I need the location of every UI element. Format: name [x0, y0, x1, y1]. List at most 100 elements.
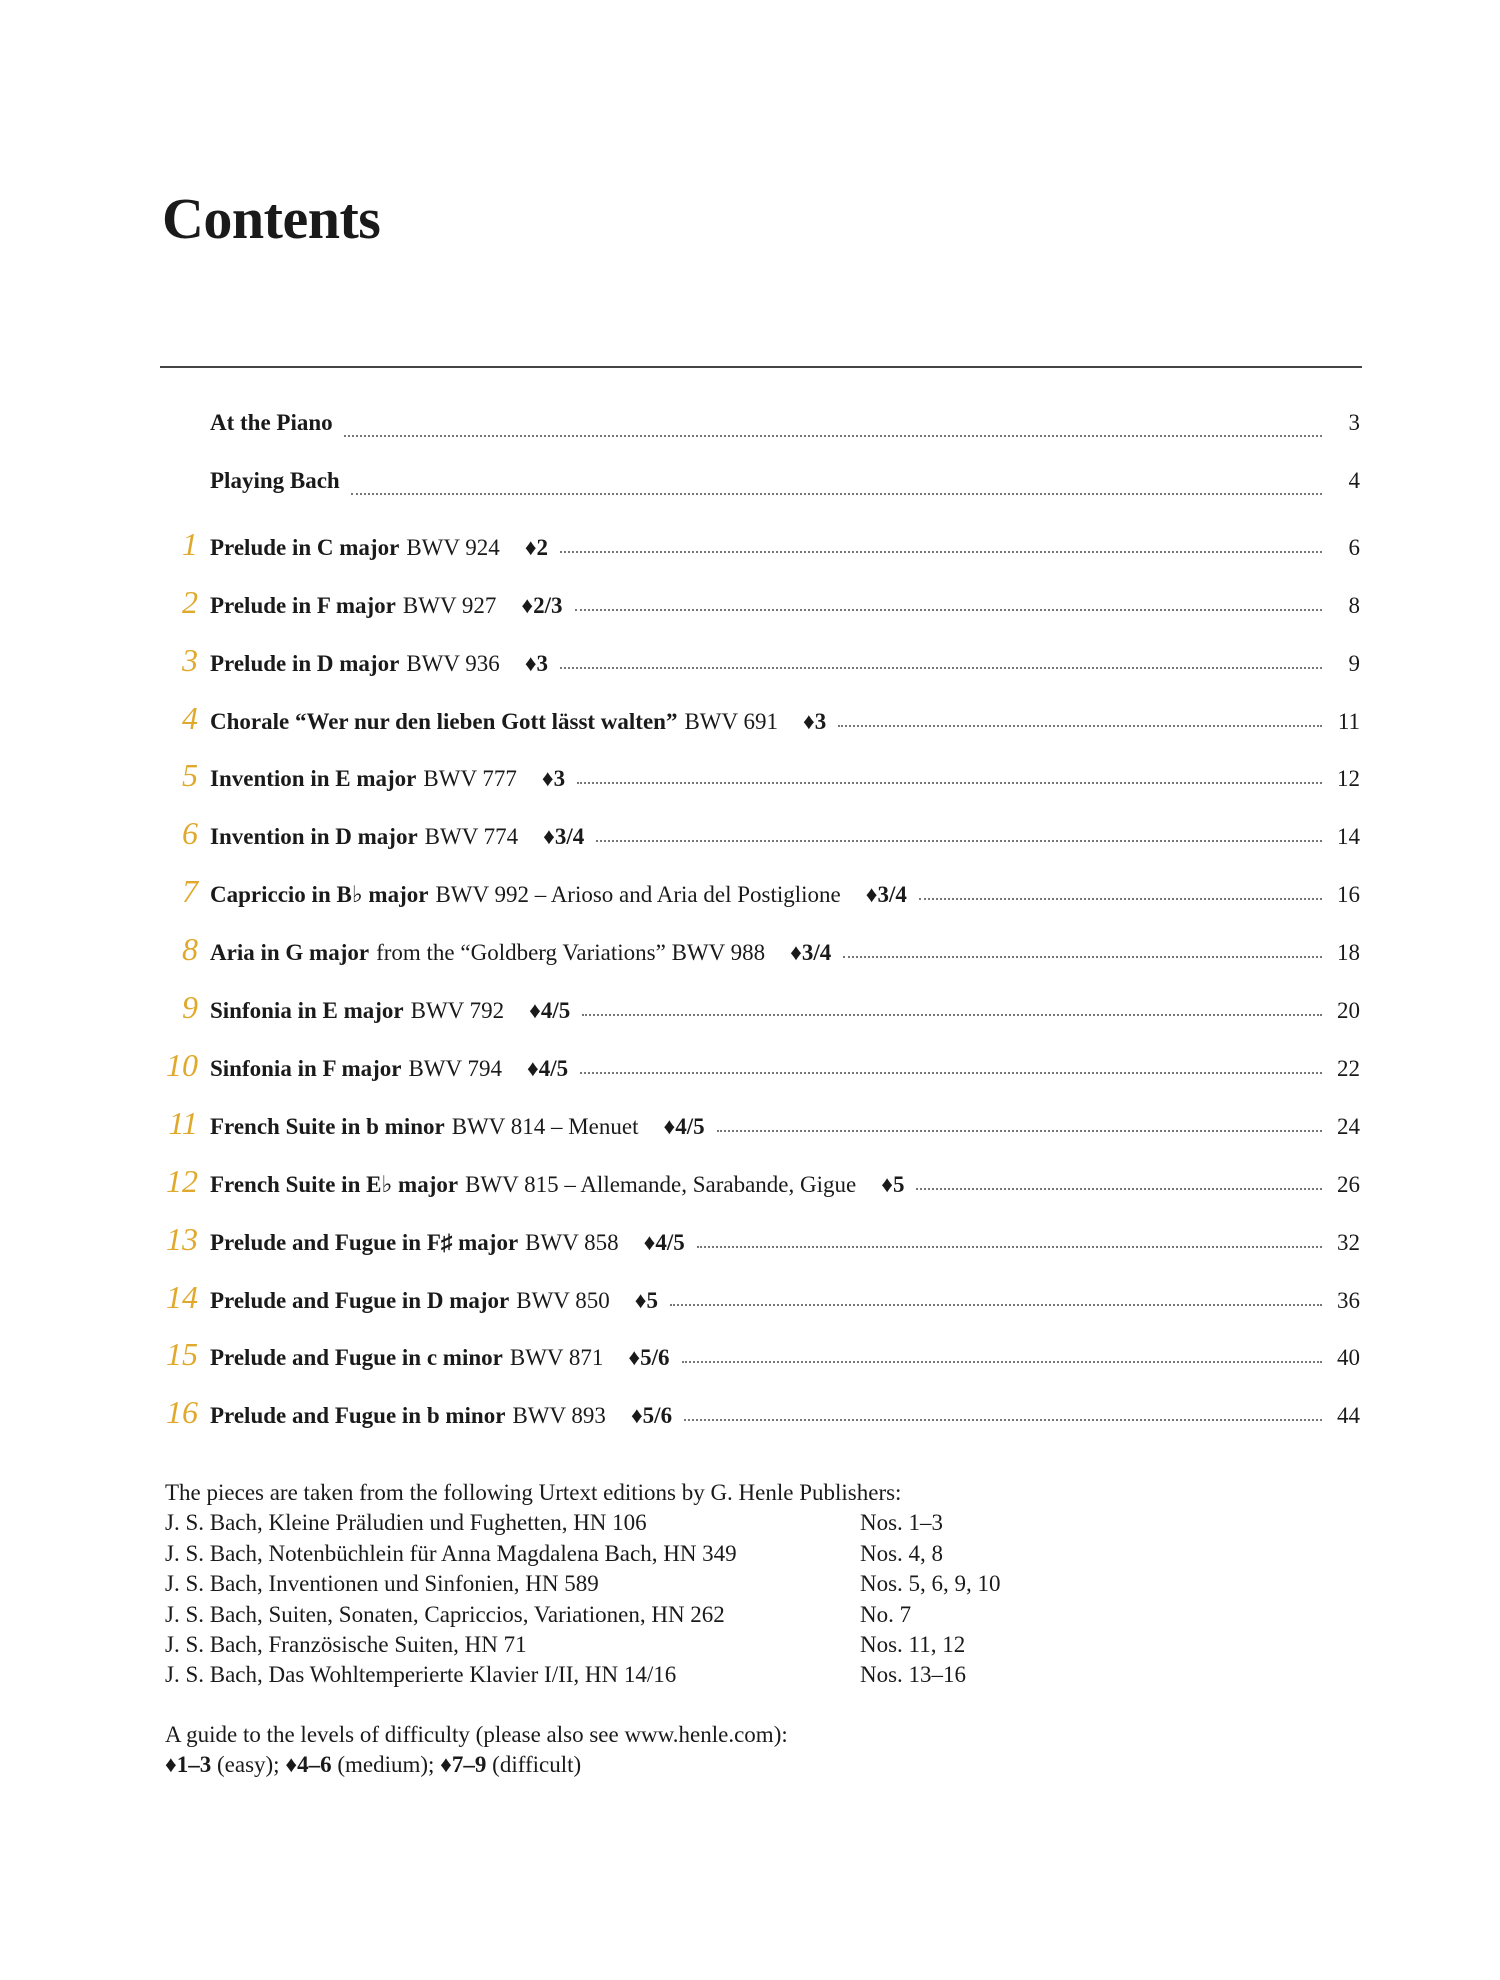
guide-levels: ♦1–3 (easy); ♦4–6 (medium); ♦7–9 (diffic… [165, 1752, 587, 1778]
toc-entry: Playing Bach 4 [150, 468, 1360, 504]
toc-entry: 12 French Suite in E♭ major BWV 815 – Alle… [150, 1163, 1360, 1199]
guide-label: (difficult) [492, 1752, 582, 1778]
toc-entry: 11 French Suite in b minor BWV 814 – Menue… [150, 1105, 1360, 1141]
dot-leader [582, 1014, 1322, 1016]
guide-level: ♦7–9 [440, 1752, 487, 1778]
entry-text: BWV 792 [410, 998, 505, 1023]
dot-leader [681, 1361, 1322, 1364]
difficulty-level: ♦5 [634, 1287, 658, 1313]
entry-number: 8 [182, 931, 198, 968]
dot-leader [577, 782, 1322, 785]
entry-text: from the “Goldberg Variations” BWV 988 [376, 940, 766, 966]
toc-entry: 13 Prelude and Fugue in F♯ major BWV 858 ♦4… [150, 1221, 1360, 1257]
difficulty-level: ♦3 [524, 650, 549, 676]
entry-number: 10 [166, 1046, 198, 1083]
guide-level: ♦4–6 [285, 1752, 332, 1778]
page-number: 18 [1337, 940, 1360, 966]
entry-text: At the Piano [210, 410, 333, 435]
toc-entry: At the Piano 3 [150, 410, 1360, 446]
dot-leader [838, 724, 1322, 727]
difficulty-level: ♦2 [524, 534, 549, 560]
difficulty-level: ♦3 [802, 708, 827, 734]
entry-text: BWV 924 [406, 534, 500, 560]
source-numbers: Nos. 4, 8 [860, 1540, 944, 1566]
page-number: 32 [1337, 1229, 1360, 1255]
entry-text: French Suite in b minor [210, 1113, 445, 1139]
toc-entry: 7 Capriccio in B♭ major BWV 992 – Arioso a… [150, 873, 1360, 909]
difficulty-level: ♦2/3 [521, 592, 563, 618]
entry-number: 4 [182, 699, 198, 736]
page-number: 36 [1337, 1287, 1360, 1313]
entry-text: BWV 858 [525, 1229, 619, 1255]
entry-number: 15 [166, 1336, 198, 1373]
toc-entry: 3 Prelude in D major BWV 936 ♦3 9 [150, 642, 1360, 678]
entry-number: 1 [182, 525, 198, 562]
page-number: 44 [1337, 1403, 1360, 1429]
source-edition: J. S. Bach, Notenbüchlein für Anna Magda… [165, 1540, 737, 1566]
guide-label: (easy); [217, 1752, 280, 1778]
rule [160, 366, 1362, 368]
dot-leader [716, 1129, 1322, 1132]
toc-entry: 1 Prelude in C major BWV 924 ♦2 6 [150, 526, 1360, 562]
sources-intro: The pieces are taken from the following … [165, 1480, 902, 1505]
difficulty-level: ♦3/4 [865, 882, 907, 908]
dot-leader [560, 550, 1322, 553]
source-numbers: Nos. 11, 12 [860, 1632, 966, 1657]
entry-text: BWV 815 – Allemande, Sarabande, Gigue [465, 1171, 857, 1197]
page-number: 11 [1337, 708, 1360, 734]
entry-text: BWV 777 [423, 766, 517, 792]
entry-number: 13 [166, 1220, 198, 1257]
entry-number: 5 [182, 757, 198, 794]
source-edition: J. S. Bach, Inventionen und Sinfonien, H… [165, 1571, 599, 1597]
dot-leader [580, 1071, 1322, 1074]
entry-text: BWV 871 [509, 1345, 604, 1371]
guide-label: (medium); [337, 1752, 435, 1778]
dot-leader [843, 956, 1322, 959]
difficulty-level: ♦5 [881, 1171, 905, 1197]
source-edition: J. S. Bach, Kleine Präludien und Fughett… [165, 1510, 647, 1536]
difficulty-level: ♦4/5 [663, 1113, 705, 1139]
dot-leader [596, 840, 1322, 843]
entry-text: BWV 927 [402, 592, 497, 618]
dot-leader [916, 1187, 1322, 1190]
entry-number: 9 [182, 989, 198, 1025]
dot-leader [669, 1303, 1322, 1306]
page-number: 26 [1337, 1171, 1360, 1197]
source-edition: J. S. Bach, Suiten, Sonaten, Capriccios,… [165, 1601, 725, 1627]
entry-text: Sinfonia in E major [210, 998, 404, 1023]
entry-number: 12 [166, 1162, 198, 1199]
dot-leader [574, 608, 1322, 611]
difficulty-level: ♦3/4 [790, 940, 832, 966]
entry-text: Prelude in D major [210, 650, 400, 676]
page-number: 12 [1337, 766, 1360, 792]
entry-text: BWV 774 [424, 824, 519, 850]
difficulty-level: ♦4/5 [526, 1055, 569, 1081]
entry-text: Playing Bach [210, 467, 340, 493]
toc-entry: 10 Sinfonia in F major BWV 794 ♦4/5 22 [150, 1047, 1360, 1083]
page-number: 20 [1337, 998, 1360, 1023]
source-numbers: No. 7 [860, 1601, 912, 1627]
source-edition: J. S. Bach, Das Wohltemperierte Klavier … [165, 1662, 677, 1688]
entry-number: 11 [168, 1104, 198, 1141]
entry-text: Prelude in C major [210, 534, 400, 560]
entry-text: Prelude and Fugue in b minor [210, 1403, 506, 1429]
entry-text: Invention in D major [210, 824, 418, 850]
entry-text: BWV 936 [406, 650, 500, 676]
page-number: 40 [1337, 1345, 1360, 1371]
difficulty-level: ♦3/4 [543, 824, 585, 850]
entry-text: BWV 691 [684, 708, 778, 734]
page-title: Contents [162, 186, 381, 251]
toc-entry: 5 Invention in E major BWV 777 ♦3 12 [150, 757, 1360, 793]
entry-text: BWV 794 [408, 1055, 502, 1081]
difficulty-level: ♦4/5 [529, 998, 571, 1023]
source-edition: J. S. Bach, Französische Suiten, HN 71 [165, 1632, 527, 1657]
entry-text: Sinfonia in F major [210, 1055, 402, 1081]
page-number: 22 [1337, 1055, 1360, 1081]
difficulty-level: ♦4/5 [643, 1229, 685, 1255]
entry-number: 16 [166, 1394, 198, 1431]
page-number: 24 [1337, 1113, 1360, 1139]
page-number: 6 [1348, 534, 1361, 560]
entry-text: Prelude and Fugue in D major [210, 1287, 510, 1313]
source-numbers: Nos. 13–16 [860, 1662, 967, 1688]
source-numbers: Nos. 5, 6, 9, 10 [860, 1571, 1001, 1597]
